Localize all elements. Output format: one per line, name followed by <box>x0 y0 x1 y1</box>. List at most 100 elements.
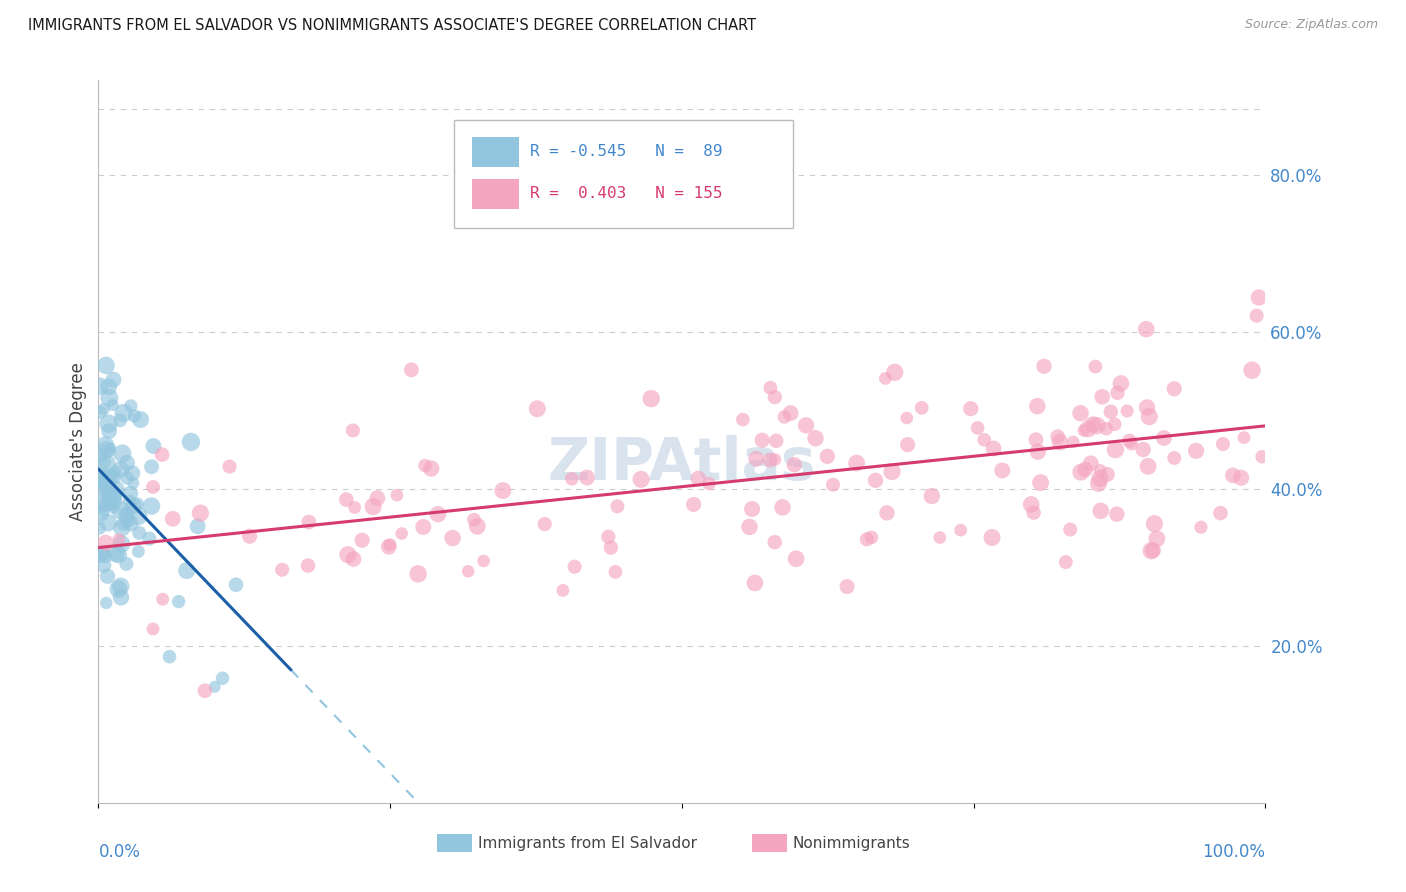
Point <box>124 409 146 423</box>
Point <box>98 424 121 438</box>
Point <box>794 418 817 433</box>
Point <box>1054 555 1077 569</box>
Point <box>463 513 485 527</box>
Text: ZIPAtlas: ZIPAtlas <box>547 434 817 491</box>
Point <box>103 495 125 509</box>
Point <box>94 442 117 457</box>
Point <box>96 485 118 500</box>
Point <box>1087 476 1109 491</box>
FancyBboxPatch shape <box>752 834 787 852</box>
Point <box>401 363 423 377</box>
Point <box>598 530 620 544</box>
Point <box>94 549 117 563</box>
Point <box>89 470 111 484</box>
Point <box>1077 422 1099 436</box>
Point <box>1137 409 1160 424</box>
Point <box>1107 385 1129 400</box>
Point <box>921 489 943 503</box>
Point <box>880 465 903 479</box>
Text: 0.0%: 0.0% <box>98 843 141 861</box>
Point <box>1189 520 1212 534</box>
Point <box>112 516 135 531</box>
Point <box>441 531 464 545</box>
Point <box>89 449 111 463</box>
Point <box>91 546 114 560</box>
Point <box>1080 456 1102 470</box>
Text: IMMIGRANTS FROM EL SALVADOR VS NONIMMIGRANTS ASSOCIATE'S DEGREE CORRELATION CHAR: IMMIGRANTS FROM EL SALVADOR VS NONIMMIGR… <box>28 18 756 33</box>
Point <box>465 519 488 533</box>
Point <box>112 406 135 420</box>
Point <box>98 444 121 458</box>
Point <box>1073 424 1095 438</box>
Point <box>103 490 125 504</box>
Point <box>928 531 950 545</box>
Point <box>406 566 429 581</box>
Point <box>526 401 548 416</box>
Point <box>194 683 217 698</box>
Point <box>876 506 898 520</box>
Point <box>741 502 763 516</box>
Point <box>1081 417 1104 432</box>
Point <box>352 533 374 548</box>
Point <box>110 462 132 476</box>
FancyBboxPatch shape <box>472 178 519 209</box>
Point <box>378 538 401 552</box>
Point <box>983 442 1005 456</box>
Point <box>576 470 599 484</box>
Point <box>1062 434 1084 449</box>
Point <box>1163 382 1185 396</box>
Point <box>1121 437 1143 451</box>
Point <box>765 434 787 448</box>
Point <box>98 391 121 405</box>
Point <box>1118 434 1140 448</box>
Point <box>413 458 436 473</box>
Point <box>342 424 364 438</box>
Point <box>605 565 627 579</box>
Point <box>1109 376 1132 391</box>
Point <box>97 483 120 497</box>
Point <box>391 526 413 541</box>
Point <box>90 498 112 512</box>
Point <box>1241 363 1264 377</box>
Point <box>759 381 782 395</box>
Point <box>120 486 142 500</box>
Point <box>1185 443 1208 458</box>
Point <box>1230 471 1253 485</box>
Point <box>492 483 515 498</box>
Point <box>138 532 160 546</box>
Point <box>108 413 131 427</box>
Point <box>1247 291 1270 305</box>
Point <box>1095 422 1118 436</box>
Point <box>1146 532 1168 546</box>
Point <box>804 431 827 445</box>
Point <box>1104 442 1126 457</box>
Point <box>738 520 761 534</box>
Point <box>1132 442 1154 457</box>
Point <box>127 509 149 524</box>
Point <box>640 392 662 406</box>
Point <box>343 500 366 515</box>
Point <box>1209 506 1232 520</box>
Point <box>1090 504 1112 518</box>
Point <box>115 508 138 522</box>
Point <box>96 469 118 483</box>
Point <box>190 506 212 520</box>
Point <box>298 515 321 529</box>
Point <box>218 459 240 474</box>
Point <box>97 417 120 431</box>
Point <box>1022 506 1045 520</box>
Point <box>1140 543 1163 558</box>
Point <box>127 544 149 558</box>
Point <box>551 583 574 598</box>
Point <box>1105 507 1128 521</box>
Point <box>98 487 121 501</box>
Point <box>865 473 887 487</box>
Point <box>107 533 129 547</box>
Point <box>821 477 844 491</box>
Point <box>89 521 111 535</box>
Point <box>533 517 555 532</box>
Point <box>101 398 124 412</box>
Point <box>1246 309 1268 323</box>
Point <box>361 500 384 514</box>
Point <box>89 547 111 561</box>
